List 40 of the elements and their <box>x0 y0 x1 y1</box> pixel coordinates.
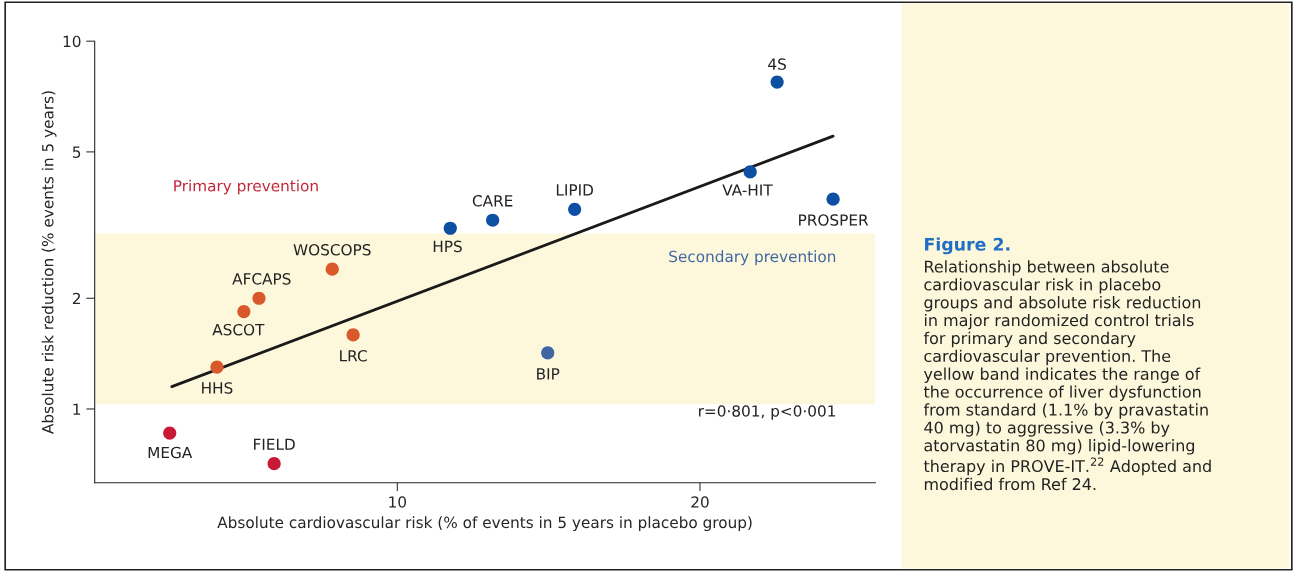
point <box>237 304 251 319</box>
point <box>568 202 582 216</box>
point <box>541 346 555 360</box>
annotation: MEGA <box>148 446 193 459</box>
annotation: ASCOT <box>212 323 265 336</box>
annotation: 4S <box>768 58 786 70</box>
text: Relationship between absolute cardiovascular risk in placebo groups and absolute risk reduction in major randomized control trials for primary and secondary cardiovascular prevention. The yellow band indicates the range of the occurrence of liver dysfunction from standard (1.1% by pravastatin 40 mg) to aggressive (3.3% by atorvastatin 80 mg) lipid-lowering therapy in PROVE-IT.$^{22}$ Adopted and modified from Ref 24. <box>923 260 1211 491</box>
annotation: AFCAPS <box>232 273 291 285</box>
annotation: HHS <box>202 382 233 394</box>
annotation: Primary prevention <box>174 179 318 195</box>
annotation: WOSCOPS <box>293 243 371 256</box>
point <box>486 213 500 227</box>
point <box>743 165 757 179</box>
annotation: PROSPER <box>799 214 869 226</box>
point <box>325 262 339 276</box>
point <box>346 328 360 342</box>
y-tick-label: 1 <box>73 403 81 415</box>
annotation: LRC <box>340 350 367 362</box>
annotation: FIELD <box>254 438 295 450</box>
annotation: LIPID <box>556 184 593 196</box>
y-tick-label: 5 <box>72 146 81 158</box>
annotation: BIP <box>537 368 560 380</box>
annotation: r=0·801, p<0·001 <box>699 405 836 420</box>
annotation: HPS <box>433 240 462 253</box>
point <box>826 192 840 206</box>
annotation: VA-HIT <box>722 184 773 196</box>
x-axis-title: Absolute cardiovascular risk (% of events in 5 years in placebo group) <box>217 516 752 532</box>
y-axis-title: Absolute risk reduction (% events in 5 years) <box>41 91 57 434</box>
point <box>252 291 266 305</box>
caption: Figure 2. <box>925 237 1010 255</box>
annotation: CARE <box>472 195 513 207</box>
annotation: Secondary prevention <box>669 250 836 266</box>
y-tick-label: 2 <box>72 292 80 305</box>
y-tick-label: 10 <box>63 35 81 48</box>
point <box>210 360 224 374</box>
point <box>770 75 784 89</box>
point <box>443 221 457 235</box>
point <box>267 457 281 471</box>
x-tick-label: 20 <box>691 496 709 508</box>
point <box>163 426 177 440</box>
